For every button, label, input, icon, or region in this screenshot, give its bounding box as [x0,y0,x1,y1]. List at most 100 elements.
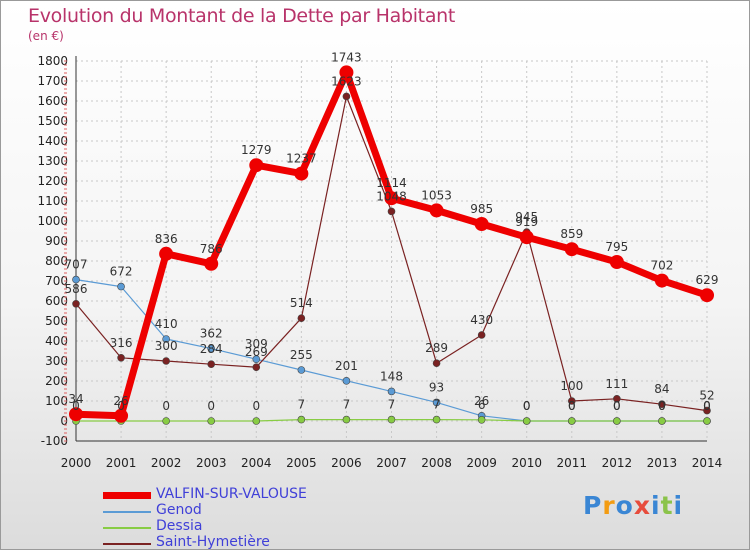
logo-letter: P [583,491,603,520]
data-point [72,299,80,308]
data-label: 795 [605,240,628,254]
data-point [522,417,531,425]
data-point [387,415,396,424]
data-point [117,353,125,362]
data-point [297,415,306,424]
data-label: 586 [65,282,88,296]
y-tick-label: 600 [45,294,68,308]
legend-swatch [103,511,151,513]
data-point [567,397,576,405]
x-tick-label: 2013 [647,456,678,470]
data-label: 410 [155,317,178,331]
y-tick-label: 300 [45,354,68,368]
data-label: 430 [470,313,493,327]
data-point [204,256,219,271]
logo-letter: x [633,491,651,520]
data-point [658,400,666,409]
y-tick-label: 800 [45,254,68,268]
y-tick-label: 1000 [37,214,68,228]
y-tick-label: 100 [45,394,68,408]
data-point [159,246,174,261]
data-label: 7 [343,398,351,412]
data-label: 1048 [376,189,407,203]
data-point [72,275,80,284]
data-point [207,360,216,369]
x-tick-label: 2011 [557,456,588,470]
data-point [564,242,579,257]
y-tick-label: 700 [45,274,68,288]
data-label: 1623 [331,74,362,88]
data-label: 6 [478,398,486,412]
data-label: 672 [110,265,133,279]
data-label: 316 [110,336,133,350]
data-label: 859 [560,227,583,241]
data-point [69,407,83,422]
legend-label: Genod [156,502,202,518]
legend-label: Dessia [156,518,203,534]
data-point [432,398,441,407]
data-label: 786 [200,242,223,256]
data-label: 1743 [331,50,362,64]
data-point [429,203,444,218]
legend-swatch [103,527,151,529]
data-label: 7 [388,398,396,412]
data-label: 201 [335,359,358,373]
data-label: 26 [113,394,128,408]
data-label: 7 [433,398,441,412]
data-label: 34 [68,392,83,406]
data-point [114,408,129,423]
data-label: 629 [696,273,719,287]
x-tick-label: 2012 [602,456,633,470]
data-label: 945 [515,210,538,224]
data-point [249,158,264,173]
data-point [117,282,125,291]
data-point [609,255,624,269]
data-label: 0 [523,399,531,413]
data-point [252,355,261,364]
data-point [342,415,351,424]
data-label: 0 [613,399,621,413]
data-label: 362 [200,327,223,341]
logo-letter: i [673,491,684,520]
logo-letter: i [651,491,661,520]
data-label: 0 [658,399,666,413]
chart-title: Evolution du Montant de la Dette par Hab… [28,5,456,27]
data-label: 514 [290,296,313,310]
data-point [477,415,486,424]
data-point [387,387,396,396]
data-point [162,335,170,343]
data-label: 300 [155,339,178,353]
data-point [207,344,216,353]
data-point [477,331,486,339]
y-tick-label: 400 [45,334,68,348]
logo-letter: t [660,491,674,520]
data-point [700,288,714,303]
data-point [432,359,441,368]
legend-swatch [103,543,151,545]
data-point [342,376,351,385]
data-point [162,357,170,365]
data-point [252,417,261,425]
data-label: 100 [560,379,583,393]
data-point [294,166,309,181]
data-point [432,415,441,424]
data-label: 309 [245,337,268,351]
data-point [703,406,711,415]
data-point [207,417,216,425]
data-label: 0 [568,399,576,413]
data-label: 0 [613,399,621,413]
data-label: 702 [650,259,673,273]
data-point [297,366,306,374]
data-label: 0 [523,399,531,413]
y-tick-label: 200 [45,374,68,388]
y-tick-label: 1400 [37,134,68,148]
data-label: 707 [65,258,88,272]
data-label: 26 [474,394,489,408]
x-tick-label: 2002 [151,456,182,470]
data-point [387,207,396,216]
data-label: 269 [245,345,268,359]
legend-label: Saint-Hymetière [156,534,270,550]
data-point [342,92,351,101]
data-label: 836 [155,232,178,246]
